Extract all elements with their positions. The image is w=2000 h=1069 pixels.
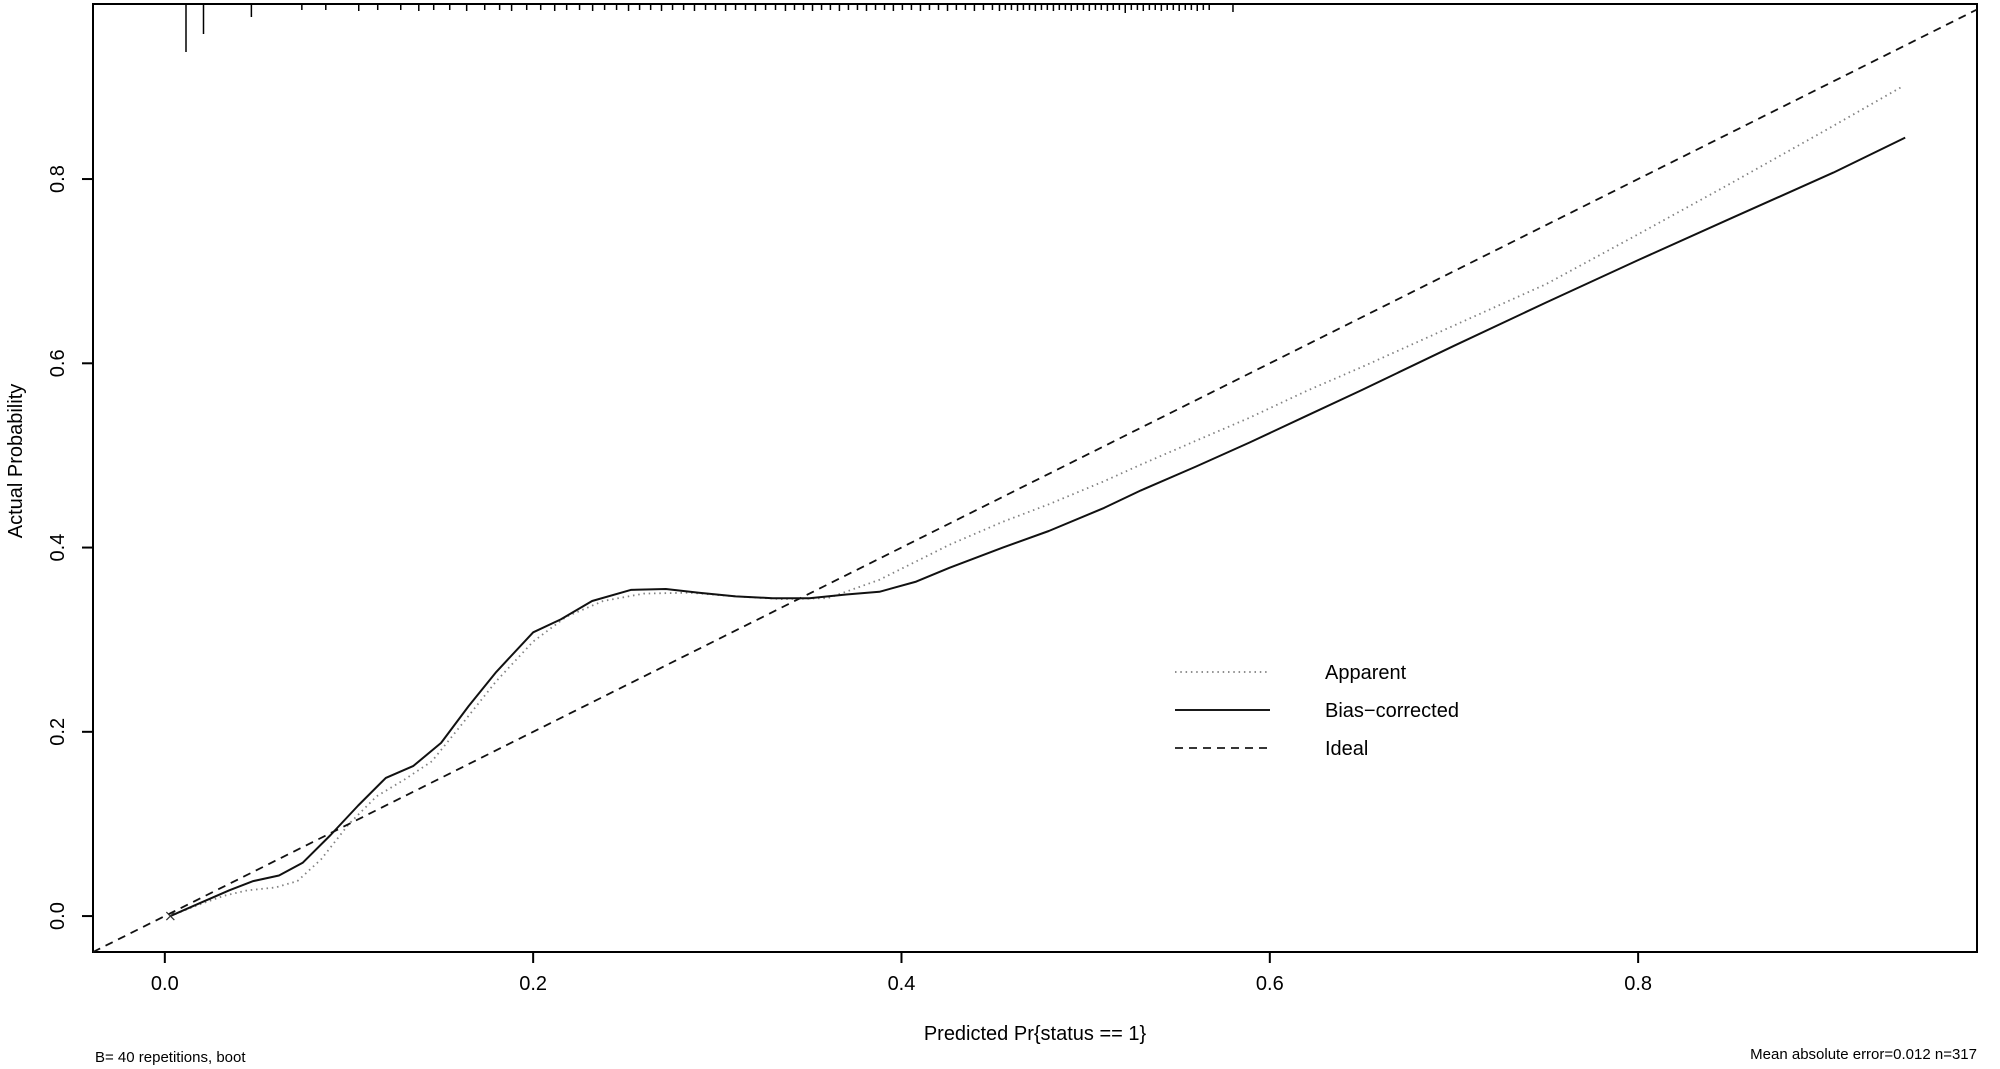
legend-label-bias-corrected: Bias−corrected xyxy=(1325,700,1459,722)
legend-label-ideal: Ideal xyxy=(1325,738,1368,760)
plot-border xyxy=(92,3,1978,953)
y-tick-label: 0.4 xyxy=(47,534,69,562)
origin-marker xyxy=(165,911,175,921)
footnote-right: Mean absolute error=0.012 n=317 xyxy=(1750,1046,1977,1063)
footnote-left: B= 40 repetitions, boot xyxy=(95,1049,246,1066)
x-tick-label: 0.4 xyxy=(888,973,916,995)
x-tick-label: 0.2 xyxy=(519,973,547,995)
series-ideal-line xyxy=(92,8,1978,953)
y-tick-label: 0.6 xyxy=(47,349,69,377)
x-tick-label: 0.8 xyxy=(1624,973,1652,995)
series-bias-corrected-line xyxy=(169,136,1906,918)
x-tick-label: 0.0 xyxy=(151,973,179,995)
y-axis-title: Actual Probability xyxy=(5,384,27,539)
y-tick-label: 0.8 xyxy=(47,165,69,193)
y-tick-label: 0.2 xyxy=(47,718,69,746)
y-tick-label: 0.0 xyxy=(47,902,69,930)
legend-label-apparent: Apparent xyxy=(1325,662,1407,684)
x-axis-title: Predicted Pr{status == 1} xyxy=(924,1023,1147,1045)
axis-ticks: 0.0 0.2 0.4 0.6 0.8 0.0 0.2 0.4 0.6 0.8 xyxy=(47,165,1652,995)
x-tick-label: 0.6 xyxy=(1256,973,1284,995)
series-apparent-line xyxy=(169,85,1904,917)
rug-histogram xyxy=(185,4,1234,52)
legend: Apparent Bias−corrected Ideal xyxy=(1175,662,1459,760)
series-lines xyxy=(92,8,1978,953)
origin-x-marker xyxy=(165,911,175,921)
